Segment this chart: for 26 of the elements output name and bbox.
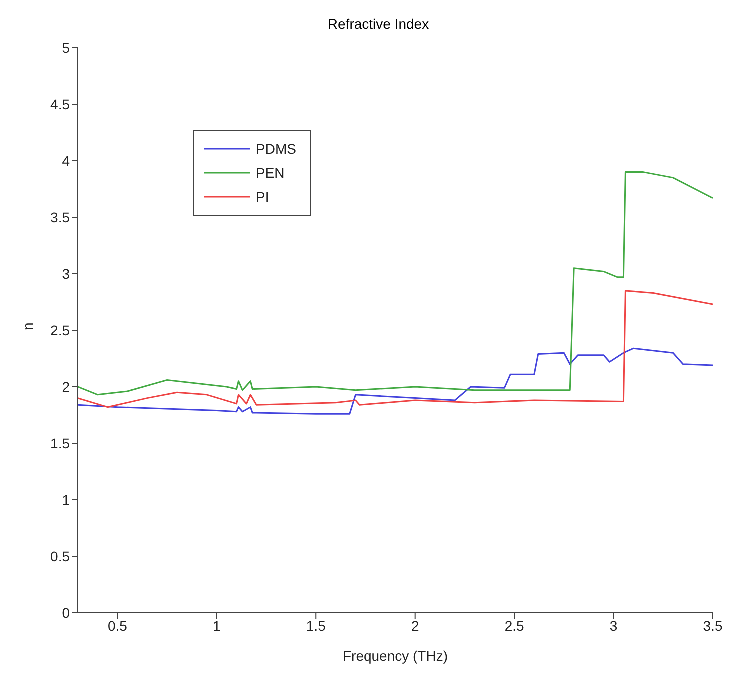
y-tick-label: 1 bbox=[62, 492, 70, 508]
x-axis-title: Frequency (THz) bbox=[342, 648, 448, 664]
line-series bbox=[78, 348, 713, 415]
y-tick-label: 5 bbox=[62, 40, 70, 56]
y-tick-label: 1.5 bbox=[50, 435, 70, 452]
y-tick-label: 2 bbox=[62, 378, 70, 395]
x-tick-label: 3.5 bbox=[703, 618, 723, 634]
legend-label: PDMS bbox=[256, 141, 296, 157]
x-tick-label: 3 bbox=[610, 618, 618, 634]
line-series bbox=[78, 290, 713, 408]
y-tick-label: 3 bbox=[62, 266, 70, 282]
legend-label: PEN bbox=[256, 165, 285, 181]
y-axis-title: n bbox=[20, 322, 36, 330]
y-tick-label: 0.5 bbox=[50, 548, 70, 564]
x-tick-label: 0.5 bbox=[108, 618, 128, 634]
x-tick-label: 1 bbox=[213, 618, 222, 634]
legend-label: PI bbox=[256, 189, 270, 205]
y-tick-label: 0 bbox=[62, 604, 70, 621]
x-tick-label: 2.5 bbox=[504, 618, 525, 634]
y-tick-label: 3.5 bbox=[50, 209, 70, 226]
x-tick-label: 1.5 bbox=[306, 618, 326, 634]
y-tick-label: 2.5 bbox=[50, 322, 70, 338]
y-tick-label: 4.5 bbox=[50, 96, 70, 112]
y-tick-label: 4 bbox=[62, 152, 70, 169]
x-tick-label: 2 bbox=[411, 618, 420, 634]
chart-title: Refractive Index bbox=[326, 16, 430, 32]
